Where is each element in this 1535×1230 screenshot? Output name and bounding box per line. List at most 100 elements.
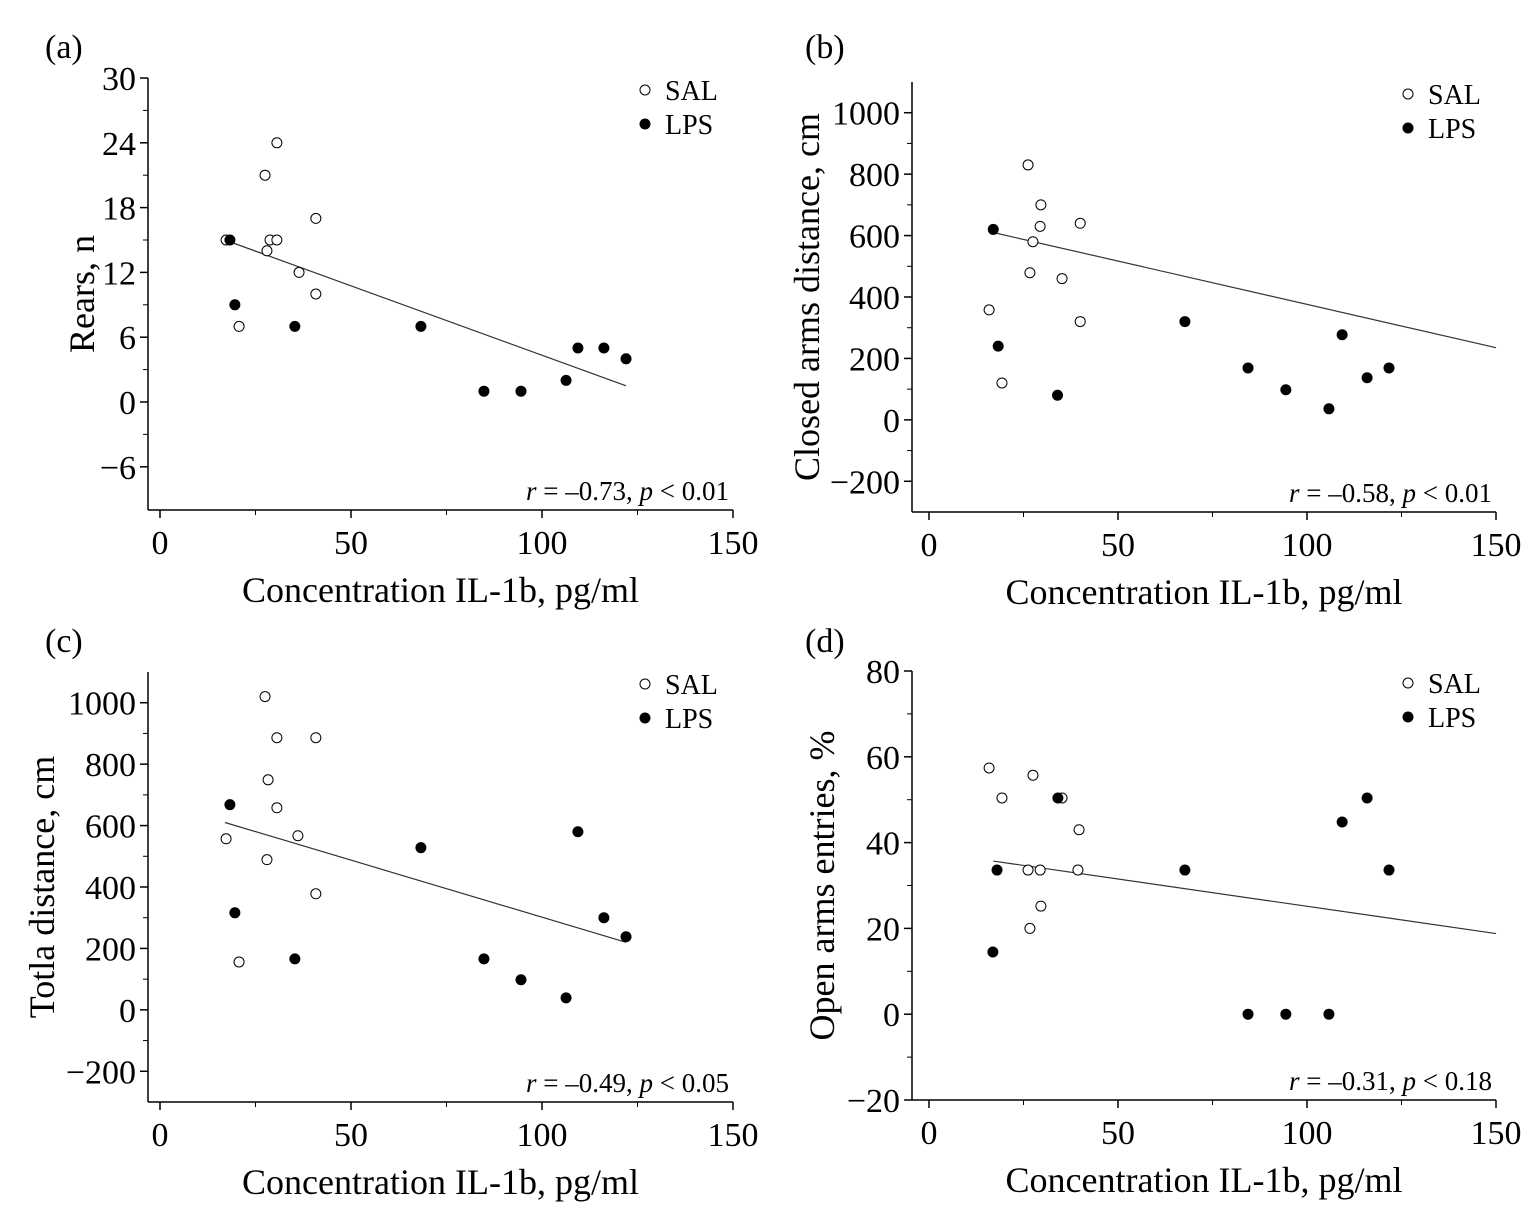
regression-line bbox=[224, 821, 627, 943]
x-tick-label: 0 bbox=[921, 527, 938, 564]
data-point-sal bbox=[983, 304, 995, 316]
data-point-lps bbox=[1361, 792, 1373, 804]
y-tick-label: 800 bbox=[849, 157, 900, 194]
stats-annotation: r = –0.73, p < 0.01 bbox=[526, 476, 729, 506]
data-point-sal bbox=[1056, 273, 1068, 285]
legend-marker-lps bbox=[639, 118, 651, 130]
x-axis-label: Concentration IL-1b, pg/ml bbox=[1006, 1160, 1403, 1200]
data-point-lps bbox=[620, 353, 632, 365]
data-point-sal bbox=[1022, 159, 1034, 171]
legend-label: LPS bbox=[1428, 114, 1476, 145]
data-point-lps bbox=[224, 799, 236, 811]
data-point-sal bbox=[261, 854, 273, 866]
y-tick-label: 60 bbox=[866, 740, 900, 777]
annotation-p-value: < 0.01 bbox=[653, 476, 729, 506]
x-axis-label: Concentration IL-1b, pg/ml bbox=[1006, 572, 1403, 612]
data-point-lps bbox=[1383, 864, 1395, 876]
y-tick-label: −200 bbox=[66, 1054, 136, 1091]
data-point-sal bbox=[1035, 199, 1047, 211]
data-point-lps bbox=[415, 320, 427, 332]
y-tick-label: 40 bbox=[866, 826, 900, 863]
data-point-sal bbox=[996, 792, 1008, 804]
data-point-sal bbox=[1034, 220, 1046, 232]
legend-marker-lps bbox=[1402, 122, 1414, 134]
data-point-lps bbox=[1323, 1008, 1335, 1020]
data-point-lps bbox=[987, 946, 999, 958]
annotation-p-value: < 0.05 bbox=[653, 1068, 729, 1098]
data-point-lps bbox=[1179, 864, 1191, 876]
data-point-sal bbox=[262, 774, 274, 786]
y-tick-label: 24 bbox=[102, 126, 136, 163]
annotation-r: r bbox=[526, 1068, 537, 1098]
data-point-sal bbox=[220, 833, 232, 845]
y-tick-label: 200 bbox=[849, 341, 900, 378]
annotation-r: r bbox=[1289, 478, 1300, 508]
annotation-p: p bbox=[1401, 478, 1417, 508]
y-tick-label: 0 bbox=[883, 997, 900, 1034]
y-axis-label: Totla distance, cm bbox=[22, 756, 62, 1018]
legend-marker-sal bbox=[639, 678, 651, 690]
panel-label: (d) bbox=[805, 623, 845, 660]
data-point-lps bbox=[1323, 403, 1335, 415]
stats-annotation: r = –0.31, p < 0.18 bbox=[1289, 1066, 1492, 1096]
data-point-sal bbox=[261, 245, 273, 257]
data-point-lps bbox=[289, 320, 301, 332]
y-tick-label: 400 bbox=[849, 280, 900, 317]
x-tick-label: 150 bbox=[1471, 1115, 1522, 1152]
data-point-lps bbox=[987, 223, 999, 235]
y-tick-label: 12 bbox=[102, 255, 136, 292]
data-point-sal bbox=[310, 732, 322, 744]
data-point-sal bbox=[996, 377, 1008, 389]
data-point-lps bbox=[1280, 1008, 1292, 1020]
y-tick-label: 0 bbox=[119, 385, 136, 422]
data-point-lps bbox=[229, 299, 241, 311]
data-point-lps bbox=[1052, 792, 1064, 804]
data-point-sal bbox=[271, 802, 283, 814]
legend-label: LPS bbox=[665, 704, 713, 735]
x-tick-label: 50 bbox=[1101, 1115, 1135, 1152]
data-point-lps bbox=[1052, 389, 1064, 401]
data-point-sal bbox=[310, 888, 322, 900]
y-tick-label: 6 bbox=[119, 320, 136, 357]
x-tick-label: 100 bbox=[517, 1117, 568, 1154]
x-tick-label: 100 bbox=[1282, 527, 1333, 564]
legend-marker-lps bbox=[1402, 711, 1414, 723]
annotation-p: p bbox=[1401, 1066, 1417, 1096]
y-tick-label: −200 bbox=[830, 464, 900, 501]
data-point-sal bbox=[1024, 267, 1036, 279]
y-tick-label: 200 bbox=[85, 931, 136, 968]
y-axis-label: Open arms entries, % bbox=[802, 731, 842, 1041]
regression-line bbox=[224, 239, 627, 387]
data-point-sal bbox=[1027, 236, 1039, 248]
data-point-sal bbox=[1035, 900, 1047, 912]
legend-marker-sal bbox=[639, 84, 651, 96]
data-point-sal bbox=[271, 137, 283, 149]
panel-b: 0 50 100 150 −200 0 200 400 600 800 1000 Concentrat… bbox=[787, 29, 1522, 612]
regression-line bbox=[993, 860, 1497, 935]
legend-label: SAL bbox=[1428, 669, 1481, 700]
data-point-sal bbox=[293, 266, 305, 278]
legend-label: LPS bbox=[1428, 703, 1476, 734]
panel-label: (c) bbox=[45, 623, 83, 660]
y-tick-label: 1000 bbox=[68, 686, 136, 723]
data-point-lps bbox=[1242, 1008, 1254, 1020]
data-point-lps bbox=[515, 385, 527, 397]
x-tick-label: 50 bbox=[1101, 527, 1135, 564]
y-axis-label: Closed arms distance, cm bbox=[787, 113, 827, 481]
data-point-lps bbox=[224, 234, 236, 246]
data-point-sal bbox=[271, 234, 283, 246]
regression-line bbox=[993, 231, 1497, 349]
x-axis-label: Concentration IL-1b, pg/ml bbox=[242, 1162, 639, 1202]
data-point-sal bbox=[271, 732, 283, 744]
y-tick-label: 400 bbox=[85, 870, 136, 907]
annotation-r-value: = –0.49, bbox=[537, 1068, 640, 1098]
data-point-sal bbox=[1034, 864, 1046, 876]
annotation-r: r bbox=[526, 476, 537, 506]
data-point-lps bbox=[1336, 816, 1348, 828]
data-point-lps bbox=[478, 953, 490, 965]
stats-annotation: r = –0.58, p < 0.01 bbox=[1289, 478, 1492, 508]
data-point-lps bbox=[1280, 384, 1292, 396]
data-point-lps bbox=[620, 931, 632, 943]
panel-label: (b) bbox=[805, 29, 845, 66]
